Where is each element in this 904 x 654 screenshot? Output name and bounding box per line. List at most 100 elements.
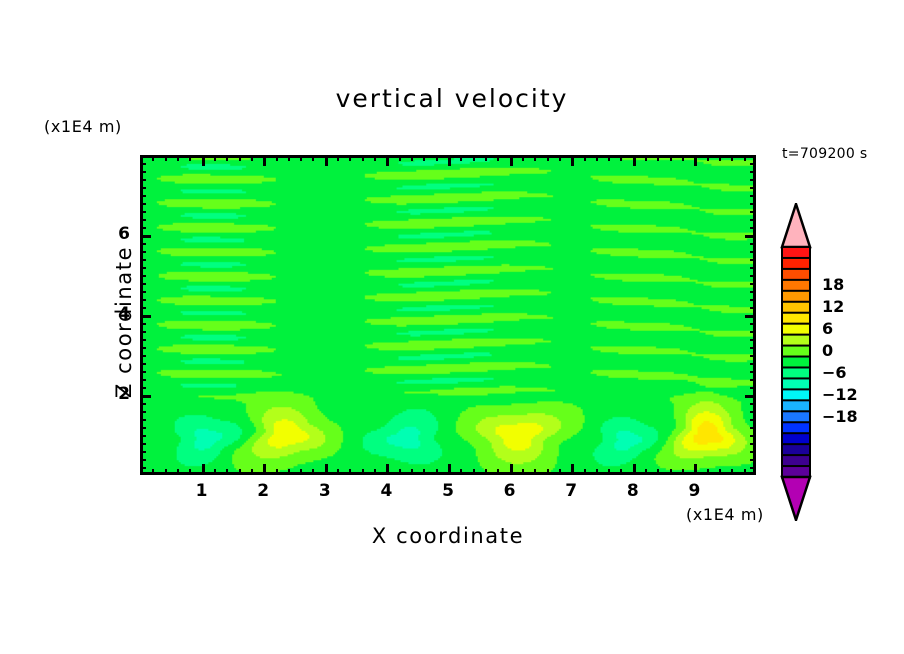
axis-tick (140, 179, 146, 181)
axis-tick (534, 155, 536, 161)
colorbar-tick-label: 12 (822, 297, 845, 317)
axis-tick (670, 155, 672, 161)
x-tick-label: 6 (503, 481, 516, 501)
axis-tick (485, 155, 487, 161)
axis-tick (682, 155, 684, 161)
axis-tick (239, 469, 241, 475)
axis-tick (485, 469, 487, 475)
colorbar-tick-label: 6 (822, 319, 834, 339)
axis-tick (140, 419, 146, 421)
axis-tick (750, 227, 756, 229)
axis-tick (750, 179, 756, 181)
axis-tick (140, 195, 146, 197)
axis-tick (744, 469, 746, 475)
y-axis-title: Z coordinate (112, 245, 136, 399)
colorbar-band (781, 377, 811, 391)
colorbar: 18 12 6 0 −6 −12 −18 (778, 203, 858, 521)
axis-tick (750, 331, 756, 333)
colorbar-band (781, 399, 811, 413)
colorbar-tick-label: 18 (822, 275, 845, 295)
axis-tick (510, 155, 513, 166)
axis-tick (750, 339, 756, 341)
axis-tick (731, 469, 733, 475)
axis-tick (750, 459, 756, 461)
axis-tick (473, 155, 475, 161)
axis-tick (140, 451, 146, 453)
axis-tick (140, 219, 146, 221)
axis-tick (707, 469, 709, 475)
y-axis-unit-label: (x1E4 m) (44, 117, 122, 136)
axis-tick (750, 403, 756, 405)
axis-tick (719, 155, 721, 161)
axis-tick (251, 155, 253, 161)
axis-tick (750, 307, 756, 309)
axis-tick (497, 155, 499, 161)
axis-tick (140, 243, 146, 245)
colorbar-band (781, 454, 811, 468)
axis-tick (165, 155, 167, 161)
axis-tick (750, 419, 756, 421)
axis-tick (750, 451, 756, 453)
axis-tick (239, 155, 241, 161)
axis-tick (288, 469, 290, 475)
axis-tick (214, 155, 216, 161)
axis-tick (288, 155, 290, 161)
axis-tick (719, 469, 721, 475)
axis-tick (436, 155, 438, 161)
colorbar-band (781, 322, 811, 337)
axis-tick (411, 469, 413, 475)
axis-tick (559, 469, 561, 475)
axis-tick (386, 155, 389, 166)
axis-tick (670, 469, 672, 475)
axis-tick (399, 469, 401, 475)
axis-tick (547, 469, 549, 475)
axis-tick (750, 347, 756, 349)
plot-area (140, 155, 756, 475)
axis-tick (177, 469, 179, 475)
y-tick-label: 4 (118, 304, 130, 324)
axis-tick (534, 469, 536, 475)
axis-tick (750, 435, 756, 437)
colorbar-band (781, 267, 811, 282)
axis-tick (140, 267, 146, 269)
axis-tick (140, 251, 146, 253)
axis-tick (750, 219, 756, 221)
axis-tick (460, 155, 462, 161)
axis-tick (522, 155, 524, 161)
axis-tick (750, 211, 756, 213)
axis-tick (140, 211, 146, 213)
colorbar-band (781, 246, 811, 260)
axis-tick (633, 155, 636, 166)
axis-tick (152, 469, 154, 475)
axis-tick (750, 427, 756, 429)
x-axis-title: X coordinate (371, 524, 525, 548)
axis-tick (140, 171, 146, 173)
x-tick-label: 9 (688, 481, 701, 501)
x-tick-label: 7 (565, 481, 578, 501)
colorbar-band (781, 278, 811, 293)
x-tick-label: 8 (626, 481, 639, 501)
contour-field (143, 158, 753, 472)
axis-tick (140, 259, 146, 261)
axis-tick (750, 203, 756, 205)
axis-tick (140, 459, 146, 461)
axis-tick (276, 469, 278, 475)
x-tick-label: 1 (195, 481, 208, 501)
axis-tick (750, 259, 756, 261)
colorbar-tick-label: −12 (822, 384, 858, 404)
axis-tick (226, 155, 228, 161)
axis-tick (152, 155, 154, 161)
axis-tick (177, 155, 179, 161)
axis-tick (202, 464, 205, 475)
axis-tick (263, 464, 266, 475)
axis-tick (140, 203, 146, 205)
axis-tick (312, 155, 314, 161)
axis-tick (140, 227, 146, 229)
axis-tick (362, 155, 364, 161)
axis-tick (694, 464, 697, 475)
axis-tick (645, 469, 647, 475)
axis-tick (349, 155, 351, 161)
colorbar-tick-label: 0 (822, 341, 834, 361)
axis-tick (312, 469, 314, 475)
axis-tick (140, 291, 146, 293)
